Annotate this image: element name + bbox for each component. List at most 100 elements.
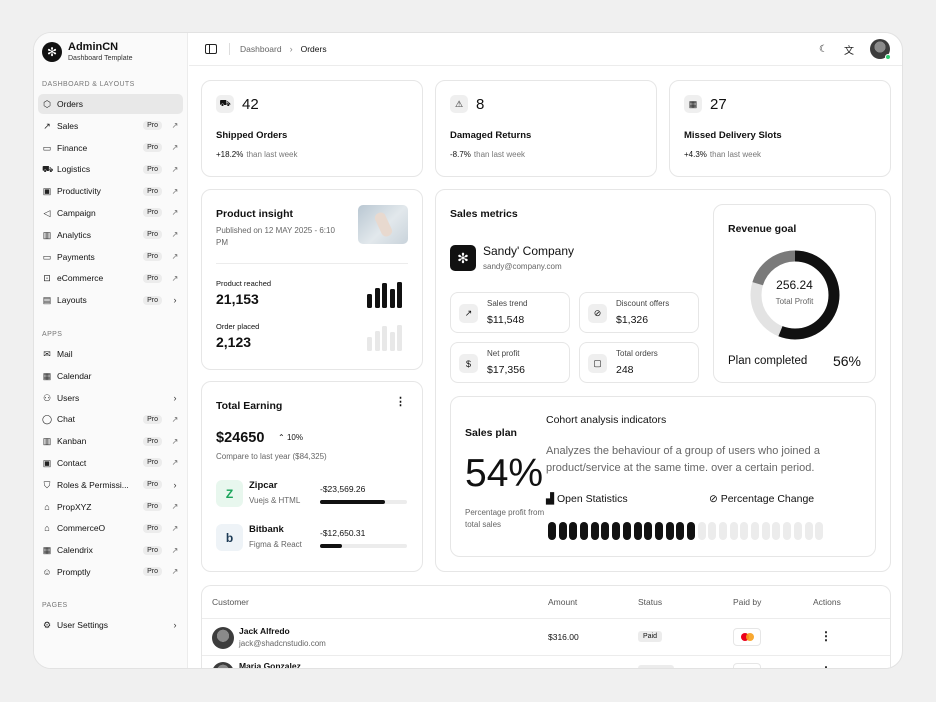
company-email: sandy@company.com	[483, 262, 562, 271]
sidebar-item-contact[interactable]: ▣ Contact Pro ↗	[38, 453, 183, 473]
sidebar-item-orders[interactable]: ⬡ Orders	[38, 94, 183, 114]
brand-name: AdminCN	[68, 41, 119, 53]
sidebar-item-roles-permissi[interactable]: ⛉ Roles & Permissi... Pro ›	[38, 475, 183, 495]
external-link-icon[interactable]: ↗	[171, 230, 179, 240]
theme-toggle-icon[interactable]: ☾	[819, 43, 828, 55]
metric-value: $11,548	[487, 314, 525, 326]
language-icon[interactable]: 文	[844, 45, 854, 57]
progress-pill-filled	[612, 522, 621, 540]
card-title: Sales metrics	[450, 208, 518, 220]
sidebar-item-campaign[interactable]: ◁ Campaign Pro ↗	[38, 203, 183, 223]
earning-row-sub: Vuejs & HTML	[249, 496, 301, 505]
progress-pill-filled	[654, 522, 663, 540]
sales-plan-card: Sales plan 54% Percentage profit from to…	[450, 396, 876, 557]
sidebar-item-label: Roles & Permissi...	[57, 479, 129, 490]
metric-box[interactable]: ⊘ Discount offers $1,326	[579, 292, 699, 333]
sidebar-item-productivity[interactable]: ▣ Productivity Pro ↗	[38, 181, 183, 201]
metric-box[interactable]: ↗ Sales trend $11,548	[450, 292, 570, 333]
avatar	[212, 627, 234, 649]
bot-icon: ☺	[42, 566, 52, 577]
external-link-icon[interactable]: ↗	[171, 121, 179, 131]
external-link-icon[interactable]: ↗	[171, 186, 179, 196]
progress-pill-filled	[622, 522, 631, 540]
avatar[interactable]	[870, 39, 891, 60]
sidebar-item-sales[interactable]: ↗ Sales Pro ↗	[38, 116, 183, 136]
sidebar-item-logistics[interactable]: ⛟ Logistics Pro ↗	[38, 159, 183, 179]
open-statistics[interactable]: ▟ Open Statistics	[546, 493, 628, 505]
sidebar-item-calendrix[interactable]: ▦ Calendrix Pro ↗	[38, 540, 183, 560]
external-link-icon[interactable]: ↗	[171, 523, 179, 533]
sidebar-item-chat[interactable]: ◯ Chat Pro ↗	[38, 409, 183, 429]
progress-pill-filled	[633, 522, 642, 540]
external-link-icon[interactable]: ↗	[171, 502, 179, 512]
external-link-icon[interactable]: ↗	[171, 414, 179, 424]
external-link-icon[interactable]: ↗	[171, 273, 179, 283]
sidebar-item-promptly[interactable]: ☺ Promptly Pro ↗	[38, 562, 183, 582]
sidebar-item-kanban[interactable]: ▥ Kanban Pro ↗	[38, 431, 183, 451]
trending-up-icon: ↗	[43, 120, 51, 131]
progress-pill-empty	[740, 522, 749, 540]
brand[interactable]: ✻ AdminCN Dashboard Template	[42, 41, 132, 62]
external-link-icon[interactable]: ↗	[171, 208, 179, 218]
calendar-icon: ▦	[42, 370, 52, 381]
revenue-label: Total Profit	[775, 297, 814, 306]
progress-pill-filled	[548, 522, 556, 540]
product-image	[358, 205, 408, 244]
external-link-icon[interactable]: ↗	[171, 545, 179, 555]
column-status[interactable]: Status	[638, 597, 663, 607]
sidebar-item-label: Users	[57, 392, 80, 403]
metric-value: $17,356	[487, 364, 525, 376]
external-link-icon[interactable]: ↗	[171, 143, 179, 153]
users-icon: ⚇	[42, 392, 52, 403]
published-date: Published on 12 MAY 2025 - 6:10 PM	[216, 226, 335, 247]
external-link-icon[interactable]: ↗	[171, 164, 179, 174]
sidebar-item-label: Analytics	[57, 229, 92, 240]
sidebar-item-finance[interactable]: ▭ Finance Pro ↗	[38, 138, 183, 158]
sidebar-item-label: Sales	[57, 120, 79, 131]
pro-badge: Pro	[143, 208, 162, 218]
progress-pill-empty	[761, 522, 770, 540]
external-link-icon[interactable]: ↗	[171, 436, 179, 446]
plan-label: Plan completed	[728, 355, 808, 367]
sidebar-item-payments[interactable]: ▭ Payments Pro ↗	[38, 247, 183, 267]
table-row[interactable]: Maria Gonzalez ⋮	[202, 657, 890, 668]
metric-label: Total orders	[616, 349, 658, 358]
percentage-change[interactable]: ⊘ Percentage Change	[709, 493, 814, 505]
metric-value: $1,326	[616, 314, 649, 326]
progress-pill-empty	[804, 522, 813, 540]
external-link-icon[interactable]: ↗	[171, 458, 179, 468]
metric-box[interactable]: $ Net profit $17,356	[450, 342, 570, 383]
sales-plan-percent: 54%	[465, 452, 544, 495]
sidebar-item-calendar[interactable]: ▦ Calendar	[38, 366, 183, 386]
sidebar-item-layouts[interactable]: ▤ Layouts Pro ›	[38, 290, 183, 310]
external-link-icon[interactable]: ↗	[171, 567, 179, 577]
cohort-description: Analyzes the behaviour of a group of use…	[546, 445, 820, 474]
pro-badge: Pro	[143, 523, 162, 533]
nav-dashboard: ⬡ Orders ↗ Sales Pro ↗ ▭ Finance Pro ↗ ⛟ Logistics P…	[38, 94, 183, 312]
metric-box[interactable]: ▢ Total orders 248	[579, 342, 699, 383]
column-amount[interactable]: Amount	[548, 597, 578, 607]
row-actions-icon[interactable]: ⋮	[820, 629, 832, 643]
external-link-icon[interactable]: ↗	[171, 252, 179, 262]
breadcrumb-dashboard[interactable]: Dashboard	[240, 44, 282, 54]
credit-card-icon: ▭	[42, 251, 52, 262]
sidebar-item-user-settings[interactable]: ⚙ User Settings ›	[38, 615, 183, 635]
sidebar-toggle-icon[interactable]	[205, 44, 217, 54]
sidebar-item-ecommerce[interactable]: ⊡ eCommerce Pro ↗	[38, 268, 183, 288]
section-title: DASHBOARD & LAYOUTS	[42, 81, 135, 88]
discount-icon: ⊘	[588, 304, 607, 323]
sidebar-item-mail[interactable]: ✉ Mail	[38, 344, 183, 364]
column-paid-by[interactable]: Paid by	[733, 597, 762, 607]
zipcar-logo-icon: Z	[216, 480, 243, 507]
pro-badge: Pro	[143, 143, 162, 153]
column-customer[interactable]: Customer	[212, 597, 249, 607]
revenue-goal-card: Revenue goal 256.24 Total Profit Plan co…	[713, 204, 876, 383]
row-actions-icon[interactable]: ⋮	[820, 664, 832, 668]
sidebar-item-commerceo[interactable]: ⌂ CommerceO Pro ↗	[38, 518, 183, 538]
sidebar-item-users[interactable]: ⚇ Users ›	[38, 388, 183, 408]
sidebar-item-propxyz[interactable]: ⌂ PropXYZ Pro ↗	[38, 497, 183, 517]
more-icon[interactable]: ⋮	[395, 396, 406, 408]
cohort-title: Cohort analysis indicators	[546, 414, 667, 426]
table-row[interactable]: Jack Alfredo jack@shadcnstudio.com $316.…	[202, 620, 890, 656]
sidebar-item-analytics[interactable]: ▥ Analytics Pro ↗	[38, 225, 183, 245]
